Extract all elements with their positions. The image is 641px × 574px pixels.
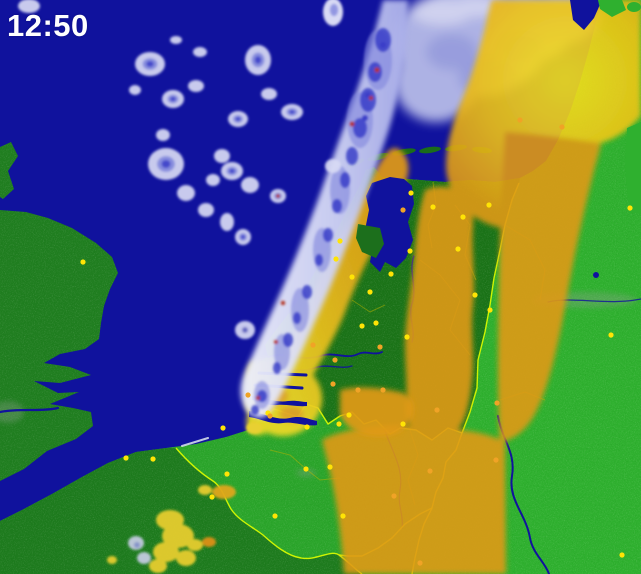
city-dot xyxy=(304,424,310,430)
city-dot xyxy=(619,552,625,558)
city-dot xyxy=(407,248,413,254)
city-dot xyxy=(80,259,86,265)
city-dot xyxy=(455,246,461,252)
top-right-coast-patches xyxy=(598,0,641,214)
city-dot xyxy=(472,292,478,298)
city-dot xyxy=(400,421,406,427)
city-dot xyxy=(460,214,466,220)
city-dot xyxy=(346,412,352,418)
city-dot xyxy=(373,320,379,326)
contrail-streak xyxy=(181,437,209,447)
city-dot xyxy=(493,457,499,463)
city-dot xyxy=(123,455,129,461)
city-dot xyxy=(330,381,336,387)
city-dot xyxy=(391,493,397,499)
city-dot xyxy=(272,513,278,519)
timestamp-label: 12:50 xyxy=(7,8,89,43)
city-dot xyxy=(327,464,333,470)
rain-band-layer xyxy=(240,0,408,434)
city-dot xyxy=(434,407,440,413)
city-dot xyxy=(209,494,215,500)
city-dot xyxy=(333,256,339,262)
city-dots-layer xyxy=(80,117,633,566)
city-dot xyxy=(150,456,156,462)
city-dot xyxy=(220,425,226,431)
city-dot xyxy=(340,513,346,519)
city-dot xyxy=(487,307,493,313)
glow-orange-layer xyxy=(322,0,641,574)
city-dot xyxy=(417,560,423,566)
city-dot xyxy=(608,332,614,338)
shower-cells-layer xyxy=(18,0,341,339)
city-dot xyxy=(494,400,500,406)
city-dot xyxy=(408,190,414,196)
city-dot xyxy=(559,124,565,130)
city-dot xyxy=(355,387,361,393)
city-dot xyxy=(224,471,230,477)
city-dot xyxy=(627,205,633,211)
city-dot xyxy=(517,117,523,123)
city-dot xyxy=(245,392,251,398)
flevoland-patch xyxy=(356,224,384,258)
city-dot xyxy=(404,334,410,340)
france-patches xyxy=(107,485,236,573)
city-dot xyxy=(332,357,338,363)
city-dot xyxy=(427,468,433,474)
city-dot xyxy=(310,342,316,348)
city-dot xyxy=(388,271,394,277)
city-dot xyxy=(337,238,343,244)
city-dot xyxy=(359,323,365,329)
city-dot xyxy=(367,289,373,295)
city-dot xyxy=(267,413,273,419)
city-dot xyxy=(377,344,383,350)
city-dot xyxy=(400,207,406,213)
city-dot xyxy=(380,387,386,393)
city-dot xyxy=(303,466,309,472)
city-dot xyxy=(486,202,492,208)
city-dot xyxy=(430,204,436,210)
city-dot xyxy=(349,274,355,280)
city-dot xyxy=(336,421,342,427)
